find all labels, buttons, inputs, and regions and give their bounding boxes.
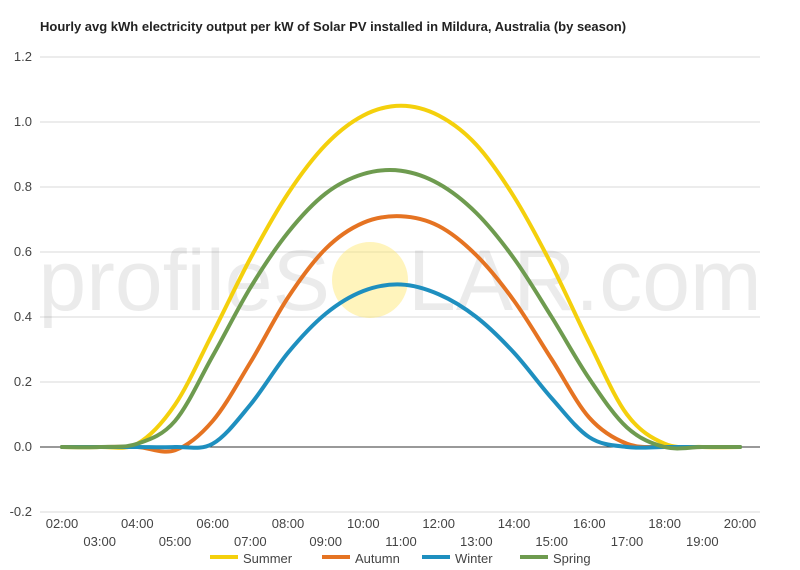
x-tick-label: 06:00 [196, 516, 229, 531]
x-tick-label: 20:00 [724, 516, 757, 531]
legend-swatch-summer [210, 555, 238, 559]
legend-label-spring: Spring [553, 551, 591, 566]
y-tick-label: 0.4 [14, 309, 32, 324]
x-tick-label: 11:00 [385, 534, 417, 549]
x-tick-label: 04:00 [121, 516, 154, 531]
x-tick-label: 18:00 [648, 516, 681, 531]
x-tick-label: 03:00 [83, 534, 116, 549]
series-line-spring [60, 168, 742, 451]
series-line-summer [60, 103, 742, 450]
watermark-text-left: profileS [38, 233, 330, 329]
series-lines [60, 103, 742, 454]
series-line-winter [60, 282, 742, 450]
x-tick-label: 13:00 [460, 534, 493, 549]
y-tick-label: 0.8 [14, 179, 32, 194]
legend-label-winter: Winter [455, 551, 493, 566]
x-tick-label: 14:00 [498, 516, 531, 531]
watermark: profileS LAR.com [38, 233, 761, 329]
legend-label-summer: Summer [243, 551, 293, 566]
y-tick-label: 0.2 [14, 374, 32, 389]
x-tick-label: 12:00 [422, 516, 455, 531]
x-tick-label: 08:00 [272, 516, 305, 531]
y-tick-label: 1.2 [14, 49, 32, 64]
legend-swatch-winter [422, 555, 450, 559]
watermark-sun-icon [332, 242, 408, 318]
legend: Summer Autumn Winter Spring [210, 551, 591, 566]
legend-swatch-autumn [322, 555, 350, 559]
x-tick-label: 17:00 [611, 534, 644, 549]
x-tick-label: 07:00 [234, 534, 267, 549]
series-line-autumn [60, 214, 742, 454]
x-tick-label: 02:00 [46, 516, 79, 531]
y-tick-label: 0.0 [14, 439, 32, 454]
x-tick-label: 09:00 [309, 534, 342, 549]
chart-title: Hourly avg kWh electricity output per kW… [40, 19, 627, 34]
gridlines [40, 56, 760, 513]
x-tick-label: 19:00 [686, 534, 719, 549]
x-tick-label: 15:00 [535, 534, 568, 549]
watermark-text-right: LAR.com [408, 233, 762, 329]
y-tick-label: -0.2 [10, 504, 32, 519]
y-tick-label: 0.6 [14, 244, 32, 259]
x-tick-label: 05:00 [159, 534, 192, 549]
legend-label-autumn: Autumn [355, 551, 400, 566]
y-tick-label: 1.0 [14, 114, 32, 129]
x-tick-label: 10:00 [347, 516, 380, 531]
legend-swatch-spring [520, 555, 548, 559]
x-tick-label: 16:00 [573, 516, 606, 531]
